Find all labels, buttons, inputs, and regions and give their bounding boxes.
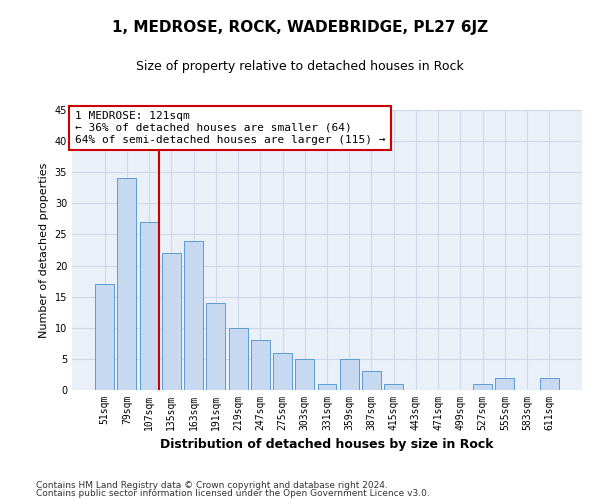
Bar (473, 384, 492, 390)
Bar (118, 178, 136, 390)
X-axis label: Distribution of detached houses by size in Rock: Distribution of detached houses by size … (160, 438, 494, 452)
Bar (206, 303, 225, 390)
Bar (229, 328, 248, 390)
Text: Contains public sector information licensed under the Open Government Licence v3: Contains public sector information licen… (36, 488, 430, 498)
Bar (340, 359, 359, 390)
Bar (273, 352, 292, 390)
Bar (362, 372, 381, 390)
Bar (317, 384, 337, 390)
Text: Contains HM Land Registry data © Crown copyright and database right 2024.: Contains HM Land Registry data © Crown c… (36, 481, 388, 490)
Text: 1, MEDROSE, ROCK, WADEBRIDGE, PL27 6JZ: 1, MEDROSE, ROCK, WADEBRIDGE, PL27 6JZ (112, 20, 488, 35)
Bar (184, 240, 203, 390)
Bar (251, 340, 270, 390)
Bar (140, 222, 158, 390)
Bar (162, 253, 181, 390)
Text: Size of property relative to detached houses in Rock: Size of property relative to detached ho… (136, 60, 464, 73)
Bar (95, 284, 114, 390)
Bar (295, 359, 314, 390)
Bar (540, 378, 559, 390)
Y-axis label: Number of detached properties: Number of detached properties (39, 162, 49, 338)
Bar (384, 384, 403, 390)
Bar (496, 378, 514, 390)
Text: 1 MEDROSE: 121sqm
← 36% of detached houses are smaller (64)
64% of semi-detached: 1 MEDROSE: 121sqm ← 36% of detached hous… (74, 112, 385, 144)
